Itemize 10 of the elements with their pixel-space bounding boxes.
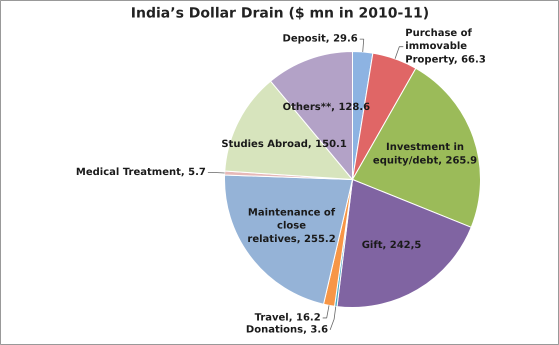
slice-label: Investment in equity/debt, 265.9 bbox=[372, 142, 478, 166]
slice-label: Purchase of immovable Property, 66.3 bbox=[405, 28, 486, 66]
slice-label: Deposit, 29.6 bbox=[282, 34, 358, 45]
slice-label: Gift, 242,5 bbox=[362, 240, 422, 252]
slice-label: Donations, 3.6 bbox=[246, 324, 328, 336]
slice-label: Medical Treatment, 5.7 bbox=[76, 166, 206, 178]
slice-label: Studies Abroad, 150.1 bbox=[221, 139, 347, 150]
slice-label: Maintenance of close relatives, 255.2 bbox=[247, 208, 336, 245]
slice-label: Travel, 16.2 bbox=[254, 312, 321, 324]
chart-title: India’s Dollar Drain ($ mn in 2010-11) bbox=[130, 6, 430, 22]
